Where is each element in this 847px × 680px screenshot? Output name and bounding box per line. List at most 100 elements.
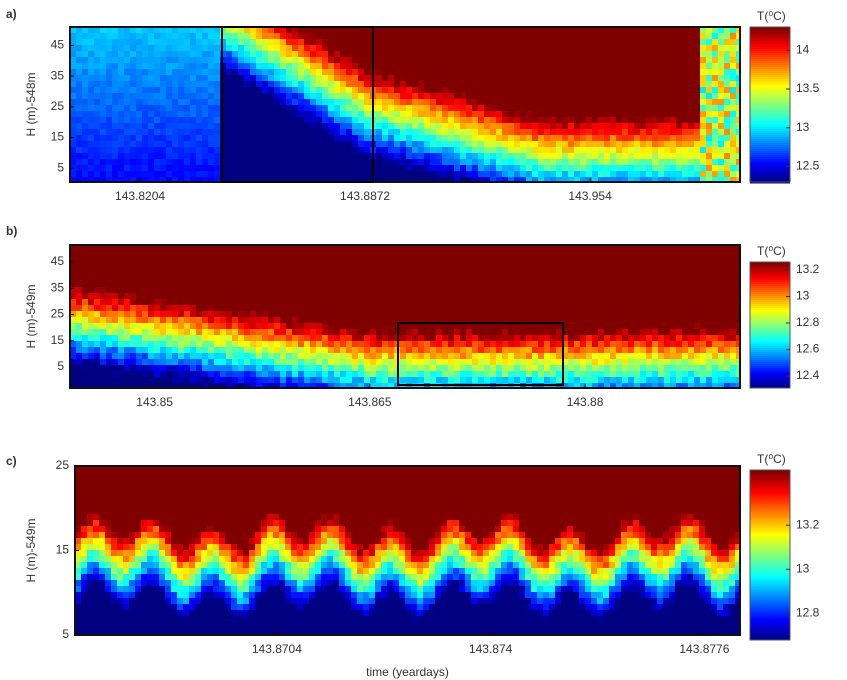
heatmap-cell	[328, 311, 335, 318]
heatmap-cell	[346, 335, 353, 342]
heatmap-cell	[496, 299, 503, 306]
heatmap-cell	[478, 39, 485, 46]
heatmap-cell	[292, 33, 299, 40]
heatmap-cell	[520, 335, 527, 342]
heatmap-cell	[286, 135, 293, 142]
heatmap-cell	[94, 111, 101, 118]
heatmap-cell	[292, 251, 299, 258]
heatmap-cell	[304, 371, 311, 378]
heatmap-cell	[526, 45, 533, 52]
heatmap-cell	[682, 69, 689, 76]
heatmap-cell	[346, 45, 353, 52]
heatmap-cell	[292, 99, 299, 106]
heatmap-cell	[538, 251, 545, 258]
heatmap-cell	[268, 57, 275, 64]
heatmap-cell	[430, 75, 437, 82]
heatmap-cell	[136, 39, 143, 46]
heatmap-cell	[328, 111, 335, 118]
heatmap-cell	[352, 51, 359, 58]
heatmap-cell	[730, 141, 737, 148]
heatmap-cell	[76, 365, 83, 372]
heatmap-cell	[148, 377, 155, 384]
heatmap-cell	[256, 365, 263, 372]
heatmap-cell	[352, 177, 359, 183]
heatmap-cell	[550, 117, 557, 124]
heatmap-cell	[184, 383, 191, 389]
heatmap-cell	[634, 147, 641, 154]
heatmap-cell	[298, 123, 305, 130]
heatmap-cell	[388, 359, 395, 366]
heatmap-cell	[340, 329, 347, 336]
heatmap-cell	[304, 141, 311, 148]
heatmap-cell	[562, 159, 569, 166]
heatmap-cell	[382, 141, 389, 148]
heatmap-cell	[694, 171, 701, 178]
heatmap-cell	[436, 39, 443, 46]
heatmap-cell	[94, 69, 101, 76]
heatmap-cell	[220, 33, 227, 40]
heatmap-cell	[460, 135, 467, 142]
heatmap-cell	[106, 377, 113, 384]
heatmap-cell	[556, 281, 563, 288]
heatmap-cell	[364, 323, 371, 330]
heatmap-cell	[334, 135, 341, 142]
heatmap-cell	[694, 45, 701, 52]
heatmap-cell	[94, 257, 101, 264]
heatmap-cell	[238, 287, 245, 294]
heatmap-cell	[406, 377, 413, 384]
heatmap-cell	[448, 93, 455, 100]
heatmap-cell	[460, 275, 467, 282]
heatmap-cell	[118, 123, 125, 130]
heatmap-cell	[328, 123, 335, 130]
heatmap-cell	[604, 105, 611, 112]
heatmap-cell	[304, 75, 311, 82]
y-tick-label: 25	[51, 99, 65, 113]
heatmap-cell	[148, 275, 155, 282]
heatmap-cell	[598, 165, 605, 172]
heatmap-cell	[292, 371, 299, 378]
heatmap-cell	[202, 87, 209, 94]
heatmap-cell	[160, 293, 167, 300]
heatmap-cell	[484, 353, 491, 360]
heatmap-cell	[262, 27, 269, 34]
heatmap-cell	[520, 341, 527, 348]
heatmap-cell	[70, 377, 77, 384]
heatmap-cell	[256, 75, 263, 82]
heatmap-cell	[214, 39, 221, 46]
heatmap-cell	[232, 51, 239, 58]
heatmap-cell	[688, 69, 695, 76]
heatmap-cell	[394, 33, 401, 40]
heatmap-cell	[694, 165, 701, 172]
heatmap-cell	[400, 33, 407, 40]
heatmap-cell	[70, 141, 77, 148]
heatmap-cell	[136, 383, 143, 389]
heatmap-cell	[298, 263, 305, 270]
heatmap-cell	[556, 153, 563, 160]
heatmap-cell	[556, 275, 563, 282]
heatmap-cell	[118, 263, 125, 270]
heatmap-cell	[700, 87, 707, 94]
heatmap-cell	[94, 99, 101, 106]
heatmap-cell	[634, 69, 641, 76]
heatmap-cell	[94, 353, 101, 360]
heatmap-cell	[160, 45, 167, 52]
heatmap-cell	[454, 329, 461, 336]
heatmap-cell	[664, 159, 671, 166]
heatmap-cell	[478, 123, 485, 130]
heatmap-cell	[184, 81, 191, 88]
heatmap-cell	[154, 165, 161, 172]
colorbar-cell	[750, 87, 790, 90]
heatmap-cell	[328, 341, 335, 348]
heatmap-cell	[310, 93, 317, 100]
heatmap-cell	[400, 123, 407, 130]
heatmap-cell	[418, 153, 425, 160]
heatmap-cell	[334, 147, 341, 154]
heatmap-cell	[442, 147, 449, 154]
heatmap-cell	[730, 171, 737, 178]
heatmap-cell	[202, 245, 209, 252]
heatmap-cell	[190, 117, 197, 124]
heatmap-cell	[436, 177, 443, 183]
heatmap-cell	[166, 299, 173, 306]
heatmap-cell	[634, 111, 641, 118]
